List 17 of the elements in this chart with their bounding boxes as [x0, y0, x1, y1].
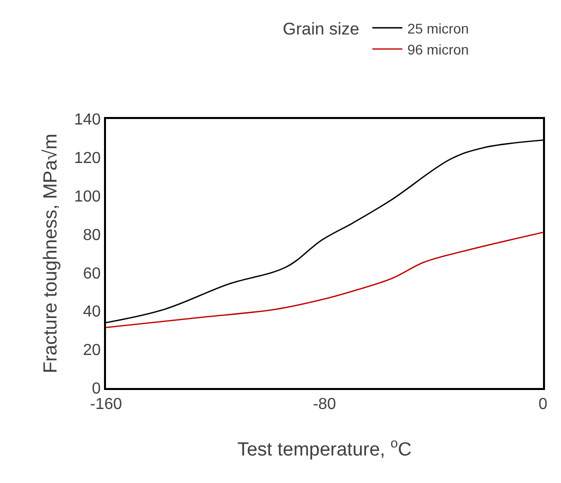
y-tick-label: 40 [83, 304, 101, 321]
legend-title: Grain size [282, 19, 360, 38]
x-tick-label: -80 [312, 396, 336, 414]
line-series [106, 232, 543, 328]
y-tick-label: 100 [74, 188, 101, 206]
y-axis-title: Fracture toughness, MPa√m [40, 134, 62, 374]
y-tick-label: 120 [74, 150, 101, 168]
x-axis-title: Test temperature, $^{o}$C [237, 436, 412, 460]
y-tick-label: 20 [83, 342, 101, 360]
legend-label: 25 micron [407, 20, 469, 36]
y-tick-label: 140 [74, 112, 101, 129]
x-tick-label: 0 [538, 396, 548, 414]
y-tick-label: 80 [83, 226, 101, 244]
x-tick-label: -160 [90, 396, 122, 414]
legend-label: 96 micron [407, 41, 469, 58]
y-tick-label: 0 [92, 380, 101, 398]
y-tick-label: 60 [83, 265, 101, 282]
